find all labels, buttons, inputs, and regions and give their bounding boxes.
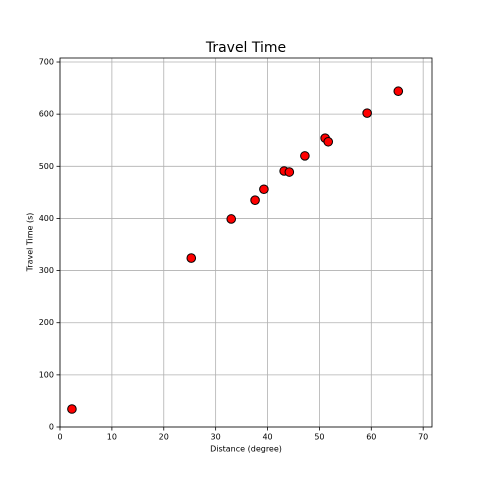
y-tick-label: 500 (39, 162, 54, 171)
point (259, 184, 269, 195)
point (362, 108, 372, 118)
point (284, 167, 295, 177)
x-tick-label: 10 (107, 433, 117, 442)
point (393, 86, 404, 97)
plot-frame (59, 57, 433, 428)
y-axis-label: Travel Time (s) (26, 213, 35, 273)
x-tick-label: 60 (366, 433, 376, 442)
point (67, 404, 77, 414)
x-tick-label: 20 (159, 433, 169, 442)
x-tick-label: 70 (418, 433, 428, 442)
y-tick-label: 600 (39, 110, 54, 119)
x-tick-label: 30 (211, 433, 221, 442)
y-tick-label: 0 (49, 423, 54, 432)
x-tick-label: 50 (314, 433, 324, 442)
point (226, 214, 237, 224)
y-tick-label: 700 (39, 58, 54, 67)
point (323, 136, 334, 147)
point (250, 195, 260, 205)
x-tick-label: 40 (262, 433, 272, 442)
y-tick-label: 400 (39, 214, 54, 223)
y-tick-label: 200 (39, 318, 54, 327)
x-tick-label: 0 (57, 433, 62, 442)
point (186, 253, 197, 263)
x-axis-label: Distance (degree) (210, 445, 282, 454)
y-tick-label: 300 (39, 266, 54, 275)
point (300, 151, 310, 161)
y-tick-label: 100 (39, 370, 54, 379)
chart-title: Travel Time (205, 40, 286, 56)
